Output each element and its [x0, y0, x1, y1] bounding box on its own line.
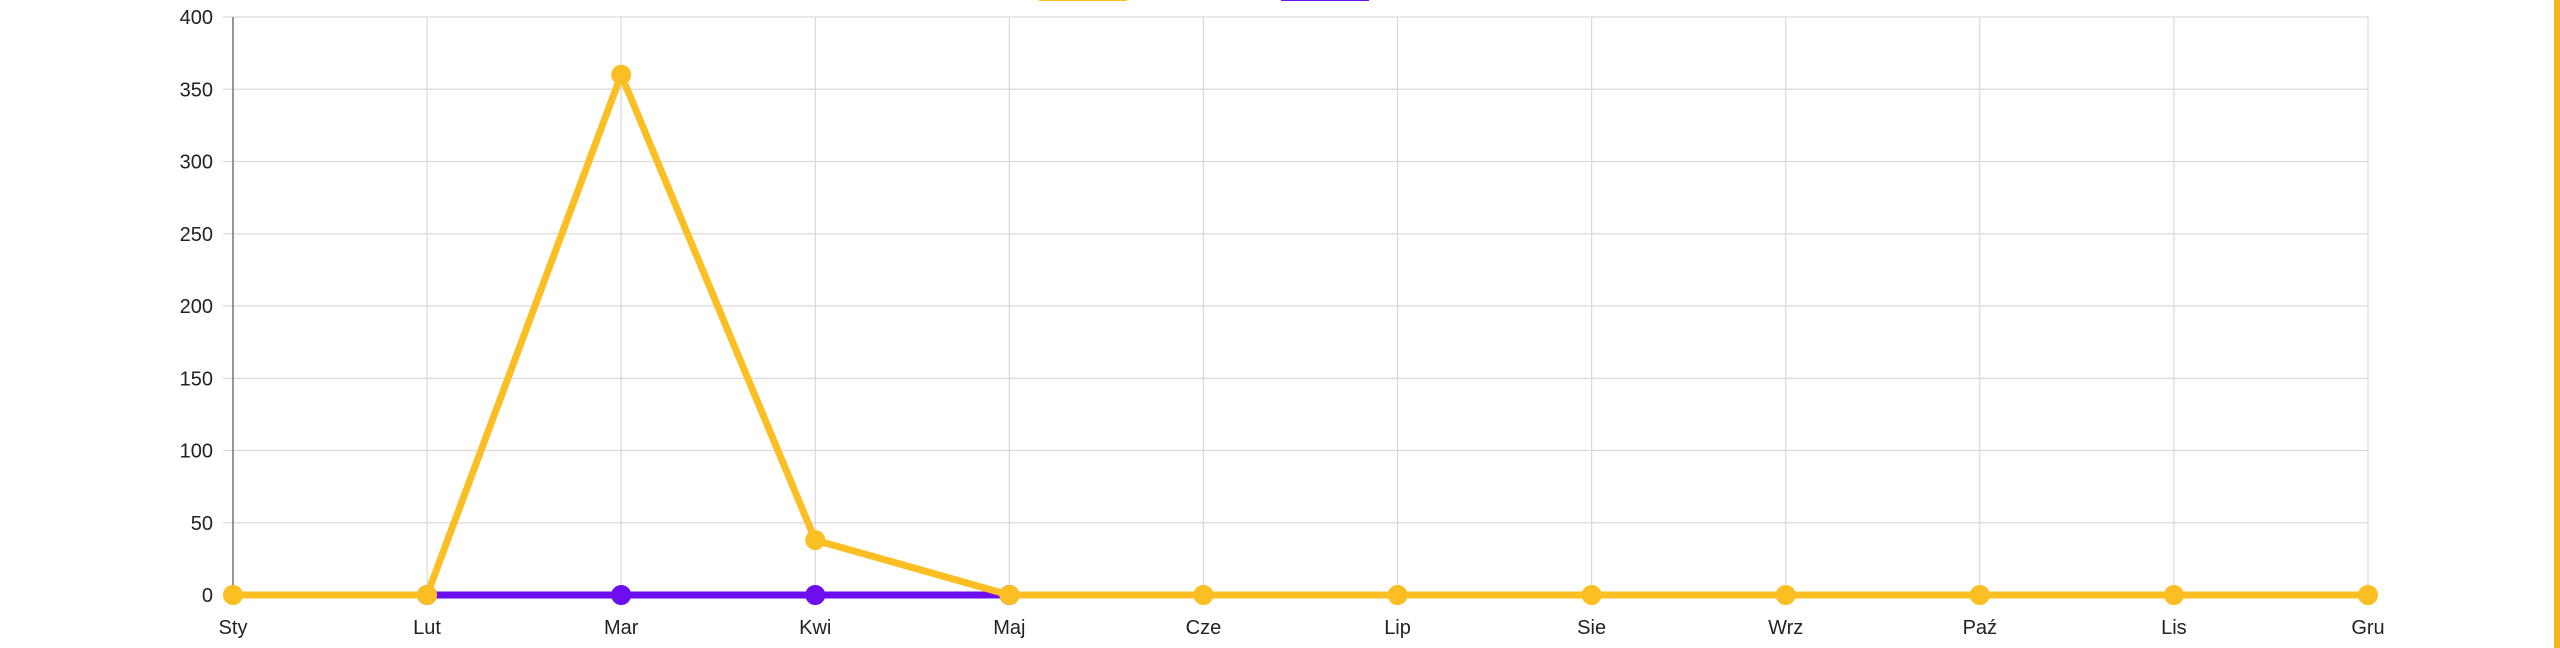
right-edge-accent [2554, 0, 2560, 648]
data-point[interactable] [999, 585, 1020, 605]
x-tick-label: Gru [2351, 617, 2384, 639]
y-tick-label: 400 [180, 7, 213, 29]
x-tick-label: Lis [2161, 617, 2187, 639]
y-tick-label: 350 [180, 79, 213, 101]
series-layer [223, 64, 2378, 605]
x-tick-label: Lut [413, 617, 441, 639]
data-point[interactable] [1193, 585, 1214, 605]
y-tick-label: 250 [180, 224, 213, 246]
data-point[interactable] [611, 64, 632, 85]
data-point[interactable] [1775, 585, 1796, 605]
data-point[interactable] [2358, 585, 2378, 605]
y-tick-label: 0 [202, 585, 213, 607]
x-tick-label: Wrz [1768, 617, 1803, 639]
axis-layer: 0 50 100 150 200 250 300 350 400 Sty Lut Mar Kwi Maj C… [180, 7, 2385, 639]
x-tick-label: Sty [219, 617, 248, 639]
data-point[interactable] [2163, 585, 2184, 605]
y-tick-label: 300 [180, 152, 213, 174]
y-tick-label: 150 [180, 368, 213, 390]
data-point[interactable] [611, 585, 632, 605]
data-point[interactable] [1387, 585, 1408, 605]
y-tick-label: 100 [180, 441, 213, 463]
x-tick-label: Mar [604, 617, 639, 639]
y-tick-label: 50 [191, 513, 213, 535]
x-tick-label: Lip [1384, 617, 1411, 639]
x-tick-label: Kwi [799, 617, 831, 639]
data-point[interactable] [805, 585, 826, 605]
y-tick-label: 200 [180, 296, 213, 318]
series-line [229, 71, 2372, 599]
data-point[interactable] [417, 585, 438, 605]
data-point[interactable] [223, 585, 243, 605]
data-point[interactable] [805, 530, 826, 551]
x-tick-label: Cze [1186, 617, 1222, 639]
x-tick-label: Paź [1963, 617, 1997, 639]
grid-layer [232, 16, 2369, 605]
x-tick-label: Maj [993, 617, 1025, 639]
data-point[interactable] [1581, 585, 1602, 605]
data-point[interactable] [1969, 585, 1990, 605]
x-tick-label: Sie [1577, 617, 1606, 639]
